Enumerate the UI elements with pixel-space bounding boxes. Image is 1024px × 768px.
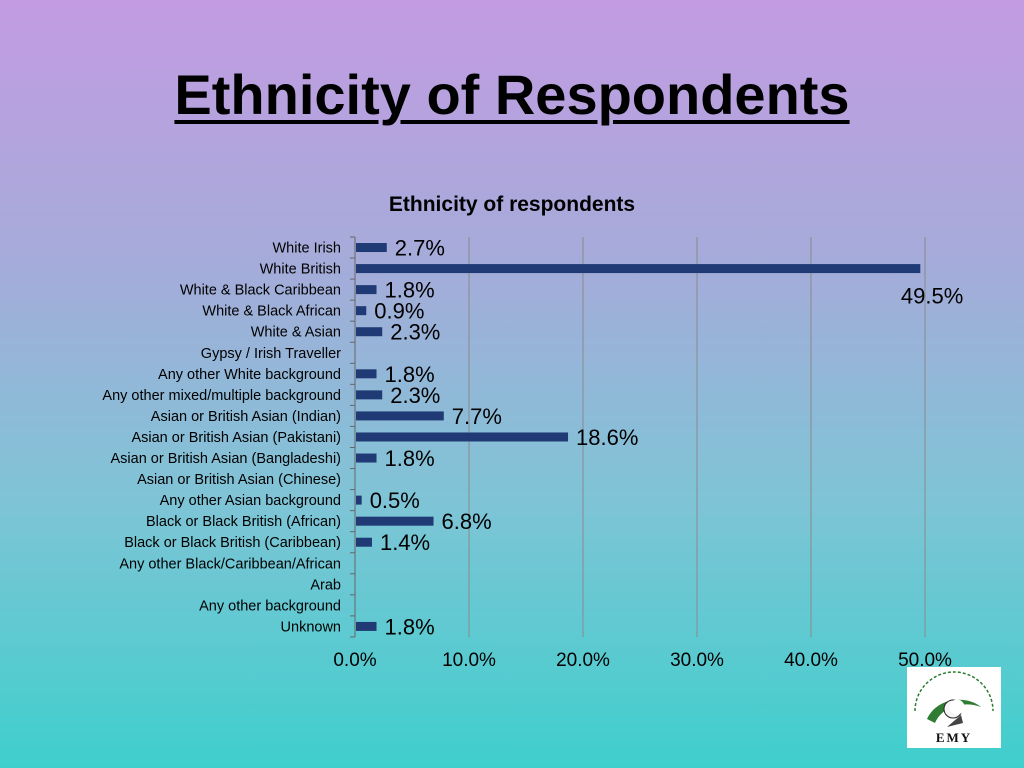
category-label: Gypsy / Irish Traveller [201,346,341,362]
category-label: White British [260,262,341,278]
data-label: 1.8% [385,278,435,303]
category-label: Any other background [199,598,341,614]
chart-title: Ethnicity of respondents [388,193,636,216]
crescent-icon [914,671,994,727]
category-label: Black or Black British (African) [146,514,341,530]
x-tick-label: 30.0% [670,650,724,671]
data-label: 0.9% [374,299,424,324]
category-label: White & Black Caribbean [180,283,341,299]
data-label: 0.5% [370,488,420,513]
data-label: 18.6% [576,425,638,450]
bar [356,453,377,463]
category-label: Asian or British Asian (Bangladeshi) [110,451,341,467]
category-label: Asian or British Asian (Pakistani) [131,430,341,446]
bar [356,264,921,274]
data-label: 1.8% [385,446,435,471]
category-label: Asian or British Asian (Chinese) [137,472,341,488]
bar [356,621,377,631]
data-label: 6.8% [442,509,492,534]
slide-title: Ethnicity of Respondents [174,63,850,126]
category-label: White & Asian [251,325,341,341]
x-tick-label: 50.0% [898,650,952,671]
bar [356,390,383,400]
data-label: 1.8% [385,362,435,387]
category-label: Black or Black British (Caribbean) [124,535,341,551]
emy-logo: EMY [907,667,1001,748]
data-label: 2.3% [390,383,440,408]
bar [356,285,377,295]
category-label: White & Black African [202,304,341,320]
bar [356,243,387,253]
category-label: Any other Asian background [160,493,341,509]
data-label: 7.7% [452,404,502,429]
x-tick-label: 40.0% [784,650,838,671]
data-label: 2.3% [390,320,440,345]
category-label: Any other mixed/multiple background [102,388,341,404]
bar [356,327,383,337]
bar [356,537,372,547]
bar [356,432,569,442]
x-tick-label: 20.0% [556,650,610,671]
x-tick-label: 10.0% [442,650,496,671]
bar [356,516,434,526]
category-label: Any other White background [158,367,341,383]
bar [356,369,377,379]
bar [356,411,444,421]
logo-text: EMY [935,730,973,745]
data-label: 49.5% [901,284,963,309]
data-label: 1.4% [380,530,430,555]
x-tick-label: 0.0% [333,650,376,671]
category-label: Unknown [281,619,341,635]
data-label: 2.7% [395,236,445,261]
category-label: Arab [310,577,341,593]
category-label: White Irish [273,241,342,257]
category-label: Any other Black/Caribbean/African [119,556,341,572]
category-label: Asian or British Asian (Indian) [151,409,341,425]
bar [356,495,362,505]
bar [356,306,367,316]
data-label: 1.8% [385,614,435,639]
